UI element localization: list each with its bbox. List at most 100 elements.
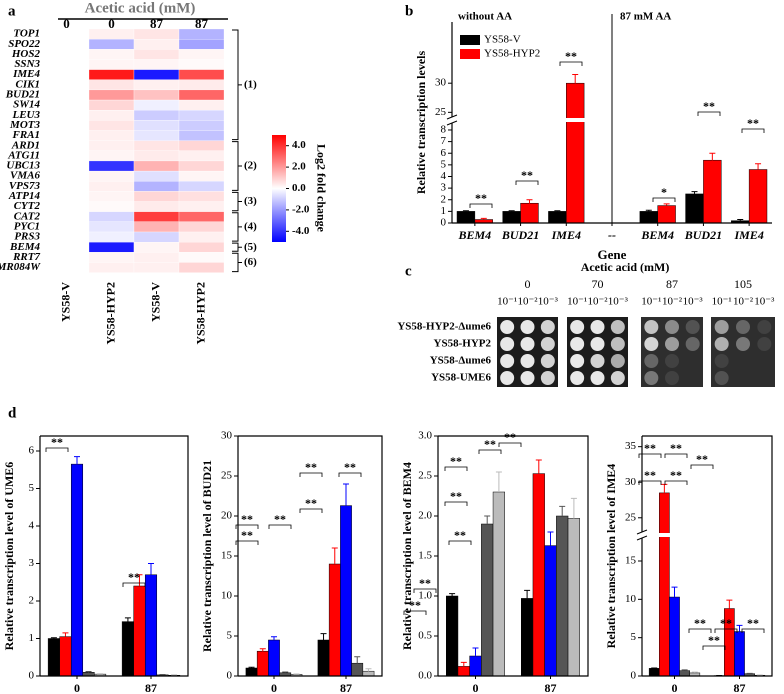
heat-cell (88, 28, 135, 40)
colony-spot (644, 337, 659, 351)
dilution-label: 10⁻¹ (567, 296, 587, 308)
group-label: (3) (244, 195, 257, 207)
significance-bracket (338, 472, 362, 477)
x-tick-label: 87 (340, 681, 352, 694)
y-tick-label: 1 (441, 205, 447, 217)
bar (481, 523, 494, 677)
heat-cell (133, 28, 180, 40)
panel-label: c (405, 263, 412, 279)
heat-cell (88, 39, 135, 50)
legend-label: YS58-V (484, 34, 521, 46)
bar (245, 667, 258, 677)
significance-bracket (235, 540, 259, 545)
row-label: SPO22 (8, 38, 40, 50)
group-bracket (232, 242, 242, 252)
significance-label: ** (747, 116, 759, 130)
significance-label: ** (450, 489, 462, 503)
significance-bracket (444, 466, 468, 471)
dilution-label: 10⁻² (517, 296, 538, 308)
group-label: (1) (244, 78, 257, 90)
error-bar (449, 593, 456, 596)
x-axis (642, 435, 773, 677)
colony-spot (665, 354, 679, 368)
row-label: UBC13 (6, 160, 40, 172)
bar (734, 631, 745, 677)
heat-cell (88, 69, 135, 80)
bar (492, 491, 505, 677)
error-bar (736, 624, 743, 632)
heat-cell (88, 110, 135, 121)
heatmap-title: Acetic acid (mM) (85, 0, 196, 16)
x-tick-label: 87 (145, 681, 157, 694)
y-tick-label: 4 (29, 520, 35, 532)
colony-spot (610, 371, 625, 385)
y-tick-label: 5 (29, 482, 35, 494)
group-bracket (232, 141, 242, 191)
row-label: HOS2 (11, 48, 41, 60)
error-bar (508, 210, 515, 212)
bar (256, 650, 269, 677)
y-axis-label: Relative transcription level of UME6 (2, 462, 16, 651)
heat-cell (133, 39, 180, 50)
significance-label: ** (694, 616, 706, 630)
heat-cell (178, 150, 225, 162)
bar (121, 621, 134, 677)
significance-bracket (403, 610, 427, 615)
heat-cell (133, 211, 180, 222)
significance-label: ** (484, 437, 496, 451)
colony-spot (520, 320, 535, 334)
bar (669, 596, 680, 677)
significance-label: ** (409, 598, 421, 612)
colony-spot (610, 354, 625, 368)
colorbar-label: Log2 fold change (314, 144, 328, 233)
colony-spot (540, 337, 555, 351)
heat-cell (88, 59, 135, 70)
y-tick-label: 0 (441, 217, 447, 229)
row-label: YMR084W (0, 261, 41, 273)
significance-label: ** (670, 441, 682, 455)
legend-swatch (460, 35, 480, 45)
column-header: 0 (63, 16, 70, 31)
colony-spot (665, 337, 679, 351)
significance-bracket (268, 524, 292, 529)
heat-cell (133, 160, 180, 172)
row-label: SSN3 (14, 58, 40, 70)
dilution-label: 10⁻³ (538, 296, 559, 308)
strain-label: YS58-UME6 (431, 372, 491, 384)
significance-label: ** (419, 576, 431, 590)
row-label: MOT3 (9, 119, 40, 131)
significance-bracket (690, 464, 714, 469)
bar (502, 211, 521, 224)
row-label: PRS3 (14, 231, 40, 243)
heat-cell (178, 89, 225, 101)
y-tick-label: 10 (625, 593, 637, 605)
significance-label: ** (241, 528, 253, 542)
heat-cell (178, 262, 225, 273)
bar (657, 205, 676, 224)
heat-cell (178, 110, 225, 121)
colony-spot (610, 337, 625, 351)
colony-spot (590, 354, 605, 368)
y-tick-label: 4 (441, 170, 447, 182)
significance-bracket (469, 203, 493, 208)
dilution-label: 10⁻³ (754, 296, 775, 308)
error-bar (248, 666, 255, 668)
significance-label: ** (708, 633, 720, 647)
y-tick-label: 2.0 (418, 510, 432, 522)
bar (59, 636, 72, 677)
colorbar-tick-label: -4.0 (292, 225, 310, 237)
colony-spot (590, 320, 605, 334)
colony-spot (520, 371, 535, 385)
x-tick-label: IME4 (733, 228, 763, 242)
legend-swatch (460, 49, 480, 59)
heat-cell (43, 28, 90, 40)
row-label: ATP14 (8, 190, 41, 202)
bar (457, 666, 470, 677)
y-axis-label: Relative transcription levels (414, 51, 428, 195)
heat-cell (88, 191, 135, 202)
heat-cell (88, 49, 135, 60)
heat-cell (133, 110, 180, 121)
colony-spot (500, 320, 515, 334)
heat-cell (178, 201, 225, 212)
